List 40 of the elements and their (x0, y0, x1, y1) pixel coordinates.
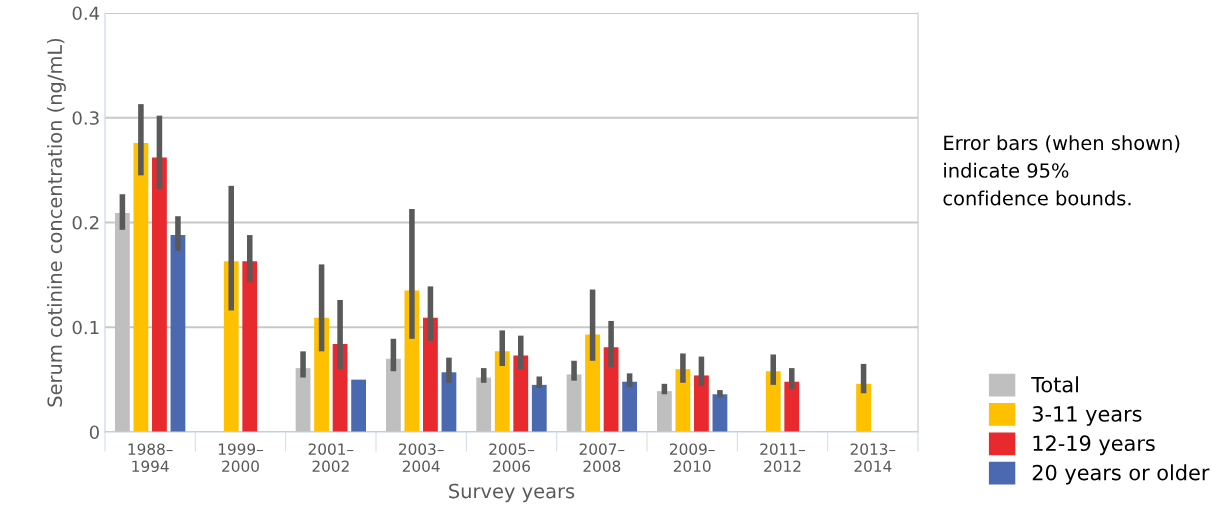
bar (694, 375, 709, 432)
bar (585, 334, 600, 432)
bar (622, 381, 638, 432)
bar (856, 383, 871, 432)
y-tick-label: 0.3 (72, 111, 99, 125)
bar (784, 381, 800, 432)
x-tick-label: 2003– 2004 (399, 443, 444, 473)
bar (513, 355, 529, 432)
legend-label: 3-11 years (1032, 406, 1142, 426)
y-tick-label: 0.1 (72, 320, 99, 335)
y-tick-label: 0.4 (72, 6, 100, 21)
x-axis-title: Survey years (449, 483, 575, 503)
bar (494, 351, 510, 432)
bar (133, 142, 149, 432)
bar (170, 235, 186, 432)
y-tick-label: 0.2 (72, 215, 99, 230)
bar (531, 384, 547, 432)
y-axis-title: Serum cotinine concentration (ng/mL) (47, 38, 66, 407)
bar (152, 157, 167, 432)
x-tick-label: 2009– 2010 (670, 443, 715, 473)
bar (314, 317, 329, 432)
x-tick-label: 2005– 2006 (489, 443, 535, 473)
bar (476, 377, 492, 432)
x-tick-label: 1999– 2000 (218, 443, 264, 473)
text: Error bars (when shown) indicate 95% confidence bounds. (943, 135, 1180, 206)
x-tick-label: 1988– 1994 (128, 443, 173, 473)
bar (765, 371, 781, 432)
x-tick-label: 2001– 2002 (308, 443, 354, 473)
legend-label: 12-19 years (1033, 435, 1155, 456)
y-tick-label: 0 (89, 425, 99, 440)
bar (423, 317, 438, 432)
bar (242, 261, 258, 432)
bar (351, 379, 367, 432)
x-tick-label: 2007– 2008 (579, 443, 625, 473)
legend-label: 20 years or older (1032, 464, 1210, 485)
legend-label: Total (1031, 376, 1078, 393)
x-tick-label: 2013– 2014 (850, 443, 896, 473)
bar (656, 391, 672, 432)
bar (385, 358, 401, 432)
x-tick-label: 2011– 2012 (760, 443, 806, 473)
